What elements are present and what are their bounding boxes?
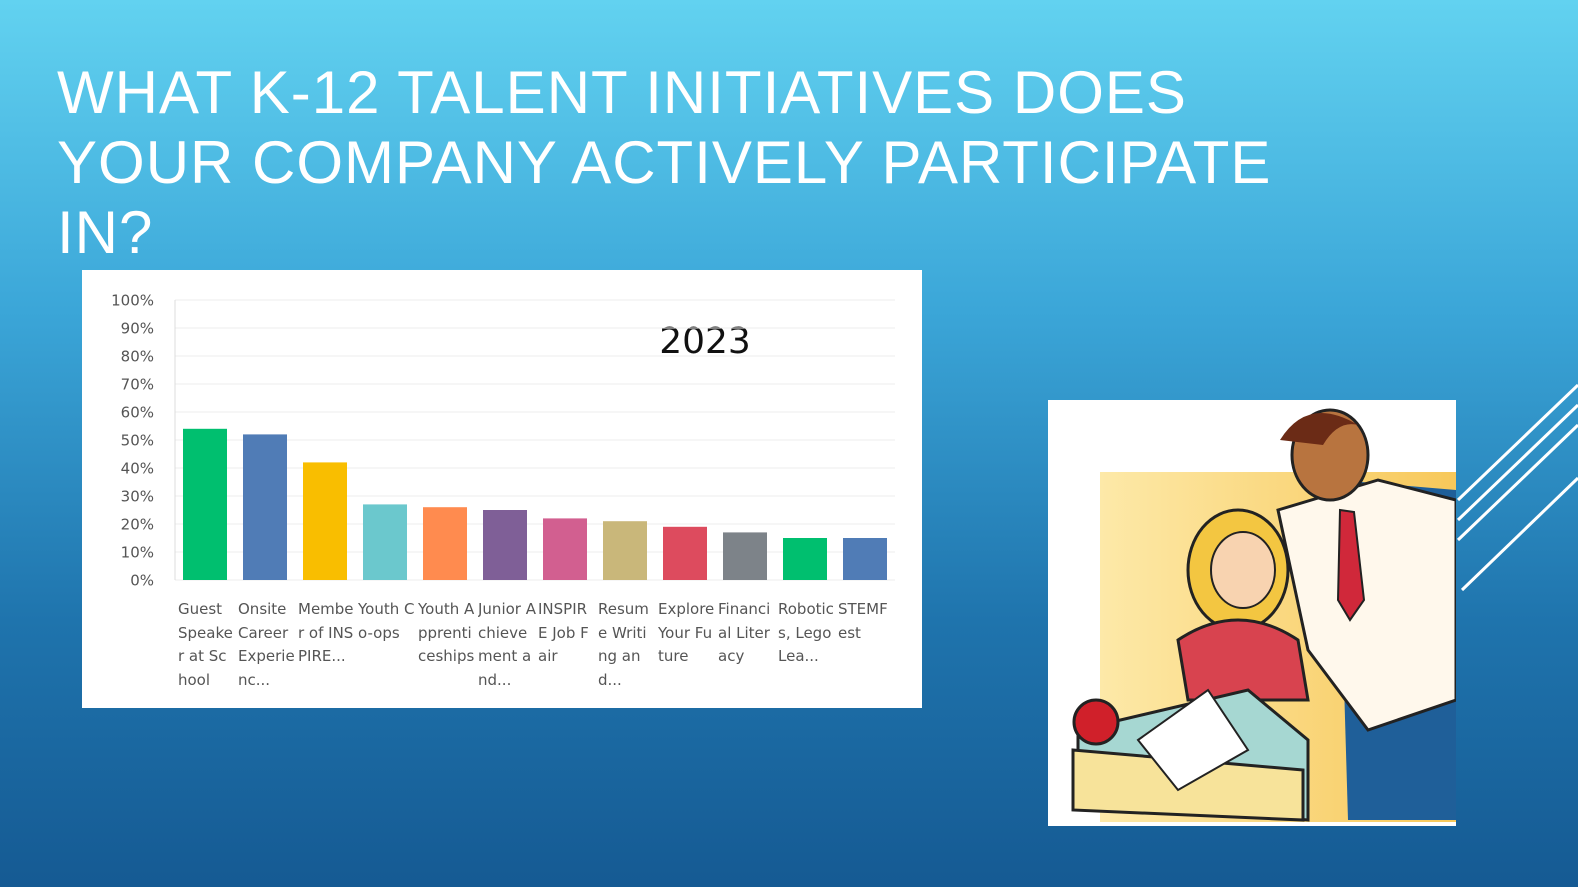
y-tick-label: 100% bbox=[111, 292, 154, 310]
bar bbox=[783, 538, 827, 580]
slide-title: WHAT K-12 TALENT INITIATIVES DOES YOUR C… bbox=[57, 59, 1272, 266]
bar bbox=[363, 504, 407, 580]
diagonal-lines bbox=[1456, 383, 1578, 592]
bar bbox=[243, 434, 287, 580]
x-tick-label: Resume Writing and... bbox=[598, 600, 649, 689]
y-tick-label: 40% bbox=[121, 460, 154, 478]
chart-panel: 2023 0% 10% 20% 30% 40% 50% 60% 70% 80% 90% 100% G… bbox=[82, 270, 922, 708]
bar bbox=[843, 538, 887, 580]
y-tick-label: 70% bbox=[121, 376, 154, 394]
bar bbox=[543, 518, 587, 580]
x-tick-label: Robotics, Lego Lea... bbox=[778, 600, 834, 665]
y-tick-label: 10% bbox=[121, 544, 154, 562]
chart: 2023 0%10%20%30%40%50%60%70%80%90%100% bbox=[111, 292, 895, 590]
x-tick-label: Onsite Career Experienc... bbox=[238, 600, 295, 689]
y-tick-label: 30% bbox=[121, 488, 154, 506]
y-tick-label: 20% bbox=[121, 516, 154, 534]
bar bbox=[483, 510, 527, 580]
y-tick-label: 0% bbox=[130, 572, 154, 590]
x-tick-label: INSPIRE Job Fair bbox=[538, 600, 589, 665]
x-tick-label: STEMFest bbox=[838, 600, 888, 642]
y-tick-label: 90% bbox=[121, 320, 154, 338]
x-tick-label: Youth Apprenticeships bbox=[418, 600, 475, 665]
y-tick-label: 60% bbox=[121, 404, 154, 422]
bar bbox=[723, 532, 767, 580]
bar bbox=[183, 428, 227, 580]
bar bbox=[423, 507, 467, 580]
x-tick-label: Member of INSPIRE... bbox=[298, 600, 354, 665]
bar bbox=[603, 521, 647, 580]
y-tick-label: 80% bbox=[121, 348, 154, 366]
x-tick-label: Youth Co-ops bbox=[358, 600, 415, 642]
x-tick-label: Guest Speaker at School bbox=[178, 600, 233, 689]
x-tick-label: Explore Your Future bbox=[658, 600, 715, 665]
y-tick-label: 50% bbox=[121, 432, 154, 450]
x-tick-label: Financial Literacy bbox=[718, 600, 771, 665]
clipart-teacher-student bbox=[1048, 400, 1456, 826]
bar bbox=[303, 462, 347, 580]
bar bbox=[663, 526, 707, 580]
x-tick-label: Junior Achievement and... bbox=[478, 600, 536, 689]
